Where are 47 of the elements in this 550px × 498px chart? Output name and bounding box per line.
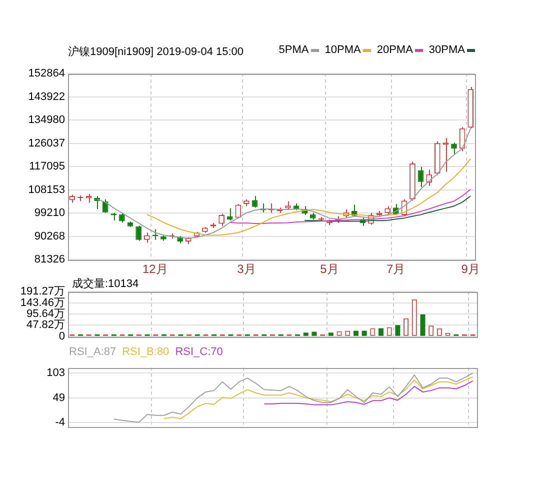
candlestick — [102, 198, 108, 214]
candlestick — [252, 195, 258, 208]
bar — [312, 332, 317, 336]
y-tick-label: 90268 — [34, 230, 65, 242]
bar — [303, 332, 308, 336]
candlestick — [226, 208, 233, 221]
legend-label: 5PMA — [278, 44, 309, 56]
y-tick-label: 143.46万 — [20, 296, 65, 309]
bar — [328, 332, 334, 336]
y-tick-label: 108153 — [28, 184, 65, 196]
legend-label: 30PMA — [428, 44, 465, 56]
y-tick-label: 126037 — [28, 137, 65, 150]
x-tick-label: 12月 — [142, 262, 168, 276]
bar — [353, 330, 358, 336]
candlestick — [418, 166, 424, 188]
candlestick — [451, 142, 457, 155]
chart-title: 成交量:10134 — [72, 276, 139, 291]
y-tick-label: 143922 — [28, 90, 65, 103]
x-tick-label: 7月 — [386, 262, 406, 276]
y-tick-label: 81326 — [34, 254, 65, 266]
y-tick-label: 47.82万 — [26, 319, 65, 332]
legend-label: 10PMA — [324, 44, 361, 56]
bar — [362, 330, 367, 336]
y-tick-label: 0 — [58, 330, 65, 342]
y-tick-label: 117095 — [29, 160, 65, 173]
y-tick-label: 49 — [52, 392, 65, 404]
x-tick-label: 9月 — [461, 262, 480, 276]
y-tick-label: 95.64万 — [26, 308, 65, 320]
y-tick-label: 103 — [46, 367, 65, 380]
bar — [378, 328, 384, 336]
y-tick-label: -4 — [55, 416, 65, 428]
text: RSI_C:70 — [175, 346, 223, 358]
x-tick-label: 5月 — [320, 262, 339, 276]
y-tick-label: 152864 — [28, 68, 65, 80]
y-tick-label: 191.27万 — [20, 286, 65, 298]
chart-title: 沪镍1909[ni1909] 2019-09-04 15:00 — [68, 44, 244, 59]
candlestick — [136, 225, 142, 242]
text: RSI_A:87 — [69, 346, 116, 358]
legend-label: 20PMA — [376, 44, 413, 56]
candlestick — [235, 204, 242, 219]
bar — [420, 314, 426, 336]
candlestick — [144, 232, 150, 244]
text: RSI_B:80 — [122, 346, 170, 358]
y-tick-label: 99210 — [34, 207, 65, 220]
bar — [395, 325, 400, 336]
x-tick-label: 3月 — [237, 262, 256, 276]
y-tick-label: 134980 — [28, 114, 65, 126]
